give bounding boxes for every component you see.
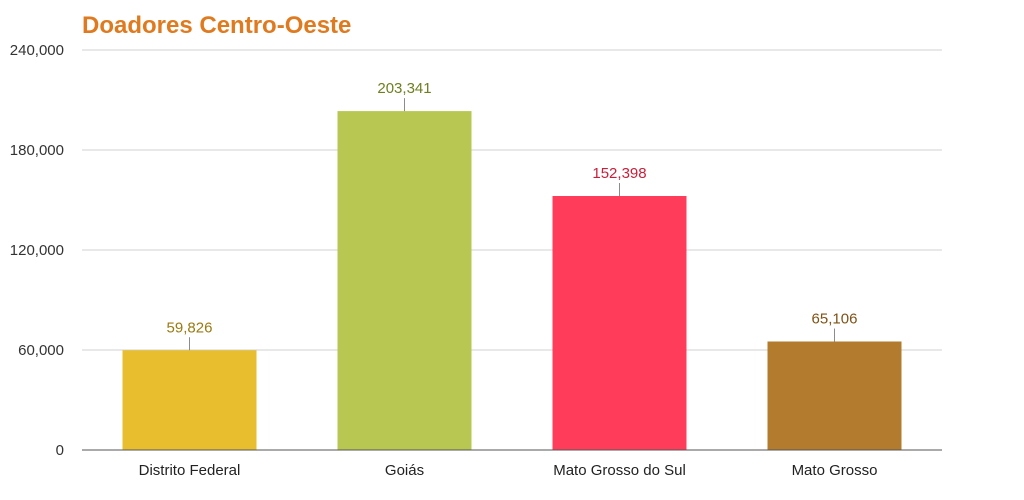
bars	[122, 111, 902, 451]
x-tick-label: Distrito Federal	[139, 462, 241, 479]
bar	[552, 196, 687, 450]
x-axis-categories: Distrito Federal Goiás Mato Grosso do Sul M…	[139, 462, 878, 479]
x-tick-label: Goiás	[385, 462, 424, 479]
x-tick-label: Mato Grosso	[792, 462, 878, 479]
x-tick-label: Mato Grosso do Sul	[553, 462, 686, 479]
data-label: 59,826	[167, 319, 213, 336]
y-tick-label: 0	[56, 442, 64, 459]
y-tick-label: 180,000	[10, 142, 64, 159]
data-label: 65,106	[812, 310, 858, 327]
y-axis-ticks: 0 60,000 120,000 180,000 240,000	[10, 42, 64, 459]
data-label: 152,398	[592, 165, 646, 182]
y-tick-label: 60,000	[18, 342, 64, 359]
data-labels: 59,826 203,341 152,398 65,106	[167, 80, 858, 336]
y-tick-label: 120,000	[10, 242, 64, 259]
bar	[767, 341, 902, 450]
bar	[337, 111, 472, 451]
label-leaders	[189, 98, 835, 351]
data-label: 203,341	[377, 80, 431, 97]
gridlines	[82, 49, 942, 351]
bar	[122, 350, 257, 450]
chart-title: Doadores Centro-Oeste	[82, 12, 351, 39]
y-tick-label: 240,000	[10, 42, 64, 59]
